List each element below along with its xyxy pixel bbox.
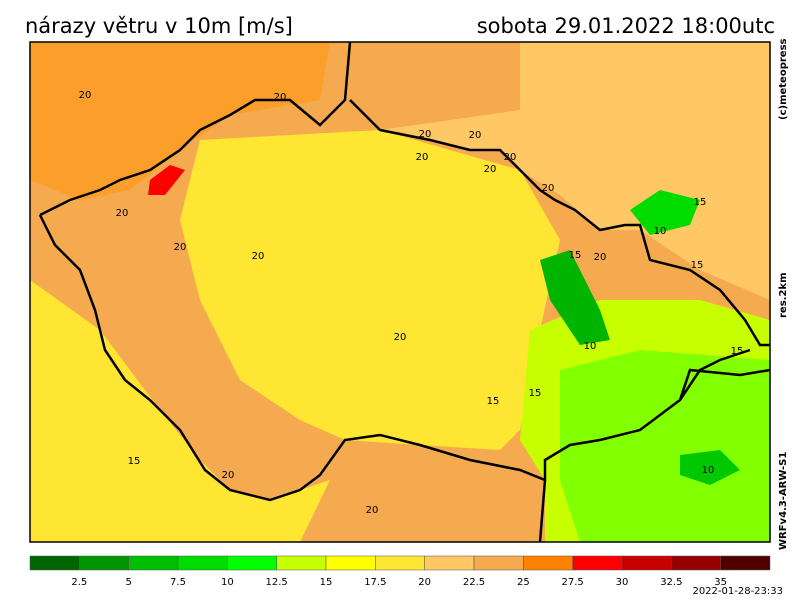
contour-label: 20 xyxy=(542,183,555,194)
colorbar-swatch xyxy=(276,555,327,571)
colorbar-tick-label: 20 xyxy=(418,577,431,588)
colorbar-tick-label: 32.5 xyxy=(660,577,682,588)
resolution: res.2km xyxy=(778,273,789,319)
contour-label: 15 xyxy=(529,388,542,399)
copyright: (c)meteopress xyxy=(778,38,789,120)
contour-label: 15 xyxy=(569,250,582,261)
map: 20 20 20 20 20 20 20 20 20 20 20 20 15 15 10 15 20 15 10 15… xyxy=(29,41,771,543)
colorbar-tick-label: 25 xyxy=(517,577,530,588)
contour-label: 20 xyxy=(419,129,432,140)
contour-label: 10 xyxy=(702,465,715,476)
colorbar-tick-label: 5 xyxy=(125,577,131,588)
title: nárazy větru v 10m [m/s] xyxy=(25,14,293,38)
contour-label: 15 xyxy=(694,197,707,208)
colorbar-swatch xyxy=(671,555,721,571)
region xyxy=(680,450,740,485)
colorbar-tick-label: 7.5 xyxy=(170,577,186,588)
colorbar-swatch xyxy=(177,555,228,571)
colorbar-tick-label: 30 xyxy=(616,577,629,588)
contour-label: 20 xyxy=(416,152,429,163)
map-frame xyxy=(29,41,771,543)
contour-label: 20 xyxy=(484,164,497,175)
region xyxy=(30,42,330,200)
colorbar-swatch xyxy=(523,555,573,571)
region xyxy=(560,350,770,542)
contour-label: 10 xyxy=(654,226,667,237)
colorbar-swatch xyxy=(375,555,425,571)
colorbar-swatch xyxy=(621,555,672,571)
contour-label: 15 xyxy=(128,456,141,467)
colorbar-tick-label: 22.5 xyxy=(463,577,485,588)
border xyxy=(38,41,771,543)
colorbar-tick-label: 27.5 xyxy=(562,577,584,588)
region xyxy=(180,130,560,450)
contour-label: 20 xyxy=(222,470,235,481)
contour-label: 15 xyxy=(691,260,704,271)
contour-label: 20 xyxy=(79,90,92,101)
contour-label: 10 xyxy=(584,341,597,352)
colorbar: 2.5 5 7.5 10 12.5 15 17.5 20 22.5 25 27.5 30 32.5 35 xyxy=(29,555,771,588)
contour-labels: 20 20 20 20 20 20 20 20 20 20 20 20 15 15 10 15 20 15 10 15… xyxy=(79,90,744,516)
model: WRFv4.3-ARW-S1 xyxy=(778,452,789,550)
contour-label: 20 xyxy=(252,251,265,262)
colorbar-swatch xyxy=(227,555,277,571)
contour-label: 20 xyxy=(594,252,607,263)
contour-label: 15 xyxy=(731,346,744,357)
contour-label: 15 xyxy=(487,396,500,407)
colorbar-swatch xyxy=(473,555,524,571)
contour-label: 20 xyxy=(366,505,379,516)
colorbar-swatch xyxy=(424,555,475,571)
region xyxy=(630,190,700,235)
contour-label: 20 xyxy=(504,152,517,163)
colorbar-tick-label: 15 xyxy=(320,577,333,588)
colorbar-swatch xyxy=(572,555,623,571)
region xyxy=(380,42,770,300)
colorbar-swatch xyxy=(720,555,771,571)
colorbar-swatch xyxy=(29,555,80,571)
timestamp: 2022-01-28-23:33 xyxy=(692,586,783,597)
contour-label: 20 xyxy=(394,332,407,343)
region xyxy=(540,250,610,345)
colorbar-swatch xyxy=(128,555,179,571)
datetime: sobota 29.01.2022 18:00utc xyxy=(477,14,775,38)
colorbar-tick-label: 35 xyxy=(714,577,727,588)
contour-label: 20 xyxy=(274,92,287,103)
colorbar-tick-label: 17.5 xyxy=(364,577,386,588)
colorbar-tick-label: 10 xyxy=(221,577,234,588)
colorbar-swatch xyxy=(325,555,376,571)
region xyxy=(148,165,185,195)
colorbar-tick-label: 12.5 xyxy=(266,577,288,588)
contour-label: 20 xyxy=(116,208,129,219)
contour-label: 20 xyxy=(469,130,482,141)
colorbar-swatch xyxy=(79,555,129,571)
contour-label: 20 xyxy=(174,242,187,253)
colorbar-tick-label: 2.5 xyxy=(71,577,87,588)
